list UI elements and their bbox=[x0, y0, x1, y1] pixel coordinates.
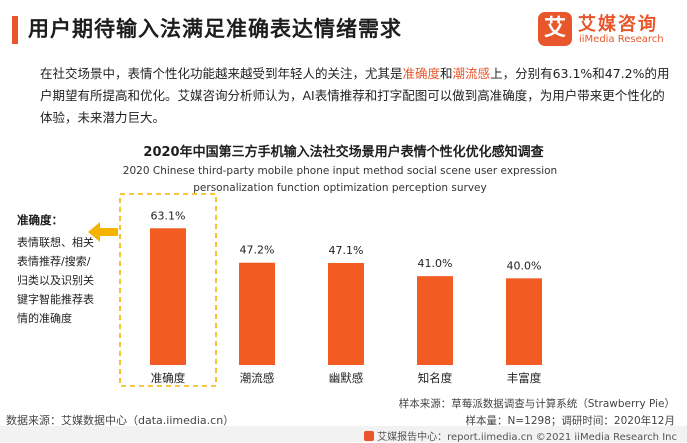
category-label-5: 丰富度 bbox=[507, 371, 542, 385]
value-label-2: 47.2% bbox=[240, 244, 275, 257]
intro-highlight-accuracy: 准确度 bbox=[402, 66, 441, 81]
bar-3 bbox=[328, 262, 364, 365]
bar-2 bbox=[239, 262, 275, 365]
bar-4 bbox=[417, 276, 453, 365]
footer-text: 艾媒报告中心：report.iimedia.cn ©2021 iiMedia R… bbox=[377, 432, 677, 443]
page-title: 用户期待输入法满足准确表达情绪需求 bbox=[28, 17, 402, 41]
category-label-1: 准确度 bbox=[151, 371, 186, 385]
logo-name-cn: 艾媒咨询 bbox=[578, 14, 658, 35]
chart-subtitle: 2020 Chinese third-party mobile phone in… bbox=[122, 165, 558, 194]
annotation-body: 表情联想、相关表情推荐/搜索/归类以及识别关键字智能推荐表情的准确度 bbox=[17, 236, 94, 325]
intro-highlight-trend: 潮流感 bbox=[452, 66, 491, 81]
value-label-1: 63.1% bbox=[151, 209, 186, 222]
category-label-3: 幽默感 bbox=[329, 371, 364, 385]
title-accent-bar bbox=[12, 16, 18, 44]
value-label-3: 47.1% bbox=[329, 244, 364, 257]
bar-1 bbox=[150, 228, 186, 365]
intro-text-2: 上，分别有63.1%和47.2%的用户期望有所提高和优化。艾媒咨询分析师认为，A… bbox=[40, 66, 670, 125]
arrow-shape bbox=[88, 222, 118, 242]
category-label-4: 知名度 bbox=[418, 371, 453, 385]
chart-title: 2020年中国第三方手机输入法社交场景用户表情个性化优化感知调查 bbox=[143, 145, 544, 160]
data-source: 数据来源：艾媒数据中心（data.iimedia.cn） bbox=[6, 414, 235, 427]
annotation-title: 准确度： bbox=[17, 213, 63, 227]
intro-paragraph: 在社交场景中，表情个性化功能越来越受到年轻人的关注，尤其是准确度和潮流感上，分别… bbox=[40, 63, 670, 129]
bar-5 bbox=[506, 278, 542, 365]
highlight-box bbox=[119, 193, 217, 387]
bar-chart: 63.1% 准确度 47.2% 潮流感 47.1% 幽默感 41.0% 知名度 40.0% 丰富度 bbox=[119, 193, 542, 387]
sample-info: 样本量：N=1298；调研时间：2020年12月 bbox=[465, 415, 675, 427]
value-label-4: 41.0% bbox=[418, 257, 453, 270]
footer-logo-icon bbox=[364, 431, 375, 441]
value-label-5: 40.0% bbox=[507, 259, 542, 272]
logo-name-en: iiMedia Research bbox=[579, 34, 664, 45]
sample-source: 样本来源：草莓派数据调查与计算系统（Strawberry Pie） bbox=[398, 398, 675, 410]
footer-bar bbox=[0, 426, 687, 442]
left-arrow-icon bbox=[88, 222, 118, 242]
brand-logo: 艾 艾媒咨询 iiMedia Research bbox=[538, 10, 678, 50]
logo-icon: 艾 bbox=[538, 12, 572, 46]
footer: 艾媒报告中心：report.iimedia.cn ©2021 iiMedia R… bbox=[364, 428, 677, 443]
intro-text-and: 和 bbox=[440, 66, 453, 81]
intro-text-1: 在社交场景中，表情个性化功能越来越受到年轻人的关注，尤其是 bbox=[40, 66, 403, 81]
category-label-2: 潮流感 bbox=[240, 371, 275, 385]
